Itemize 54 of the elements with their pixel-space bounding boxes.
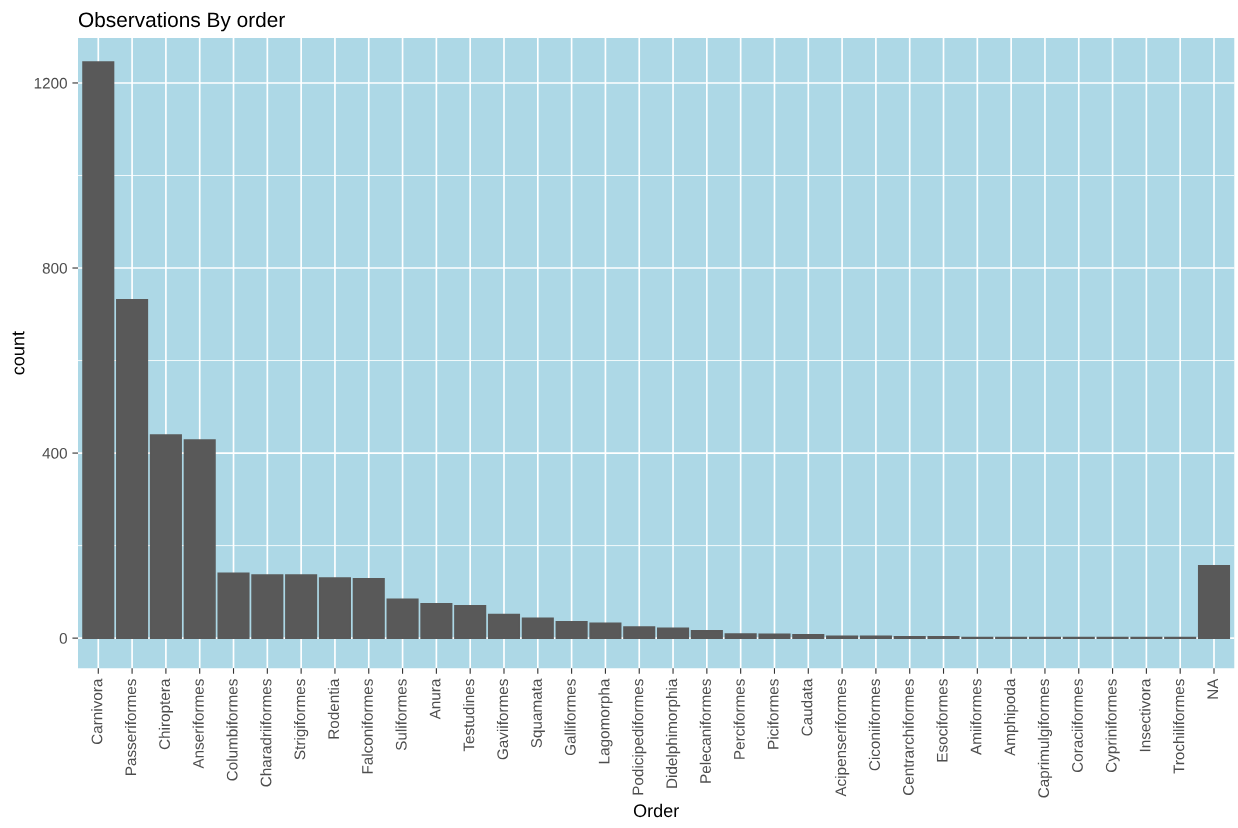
x-tick-label: Amphipoda	[1004, 678, 1019, 756]
x-tick-label: Pelecaniformes	[699, 679, 711, 783]
bar	[454, 604, 487, 639]
bar	[690, 629, 723, 639]
x-tick-label: Centrarchiformes	[902, 679, 914, 795]
bar	[149, 434, 182, 639]
x-tick-label: Falconiformes	[361, 679, 373, 774]
bar	[82, 61, 115, 639]
bar	[116, 299, 149, 639]
bar	[521, 617, 554, 639]
bar	[656, 627, 690, 639]
bar	[487, 613, 521, 639]
x-tick-label: Coraciiformes	[1071, 679, 1083, 773]
x-tick-label: Charadriiformes	[260, 679, 272, 787]
y-axis-title: count	[12, 331, 25, 375]
x-tick-label: Chiroptera	[158, 678, 174, 750]
x-tick-label: Piciformes	[767, 679, 779, 749]
bar	[285, 574, 318, 639]
x-tick-label: Rodentia	[327, 678, 340, 739]
x-tick-label: Columbiformes	[226, 679, 238, 781]
x-tick-label: Lagomorpha	[598, 678, 613, 764]
x-tick-label: Galliformes	[564, 679, 576, 756]
x-tick-label: Insectivora	[1139, 678, 1151, 752]
x-tick-label: Amiiformes	[970, 679, 982, 755]
x-tick-label: Perciformes	[733, 679, 745, 759]
x-tick-label: Suliformes	[395, 679, 407, 751]
y-tick-label: 400	[42, 447, 67, 459]
y-tick-label: 1200	[34, 77, 67, 89]
x-tick-label: Gaviiformes	[496, 679, 509, 760]
x-axis-title: Order	[633, 803, 679, 818]
bar	[352, 578, 385, 639]
x-tick-label: Esociformes	[936, 679, 948, 762]
y-tick-label: 0	[59, 632, 67, 644]
x-tick-label: Anura	[429, 678, 441, 720]
x-tick-label: Podicipediformes	[632, 679, 647, 795]
y-tick-label: 800	[42, 262, 67, 274]
x-tick-label: Carnivora	[91, 678, 103, 745]
x-tick-label: Ciconiiformes	[868, 679, 880, 771]
bar	[1197, 565, 1231, 639]
x-tick-label: Passeriformes	[124, 679, 137, 775]
x-tick-label: Anseriformes	[192, 679, 204, 769]
x-tick-label: Caudata	[801, 678, 813, 736]
x-tick-label: Trochiliformes	[1173, 679, 1185, 774]
x-tick-label: Acipenseriformes	[834, 679, 850, 797]
chart-title: Observations By order	[78, 11, 285, 32]
x-tick-label: Caprimulgiformes	[1037, 679, 1053, 798]
bar	[623, 626, 656, 639]
x-tick-label: NA	[1207, 678, 1218, 699]
x-tick-label: Testudines	[463, 679, 475, 752]
x-tick-label: Cypriniformes	[1105, 679, 1120, 773]
bar	[318, 577, 351, 639]
x-tick-label: Didelphimorphia	[665, 678, 681, 788]
x-tick-label: Strigiformes	[294, 679, 309, 760]
x-tick-label: Squamata	[531, 678, 545, 748]
